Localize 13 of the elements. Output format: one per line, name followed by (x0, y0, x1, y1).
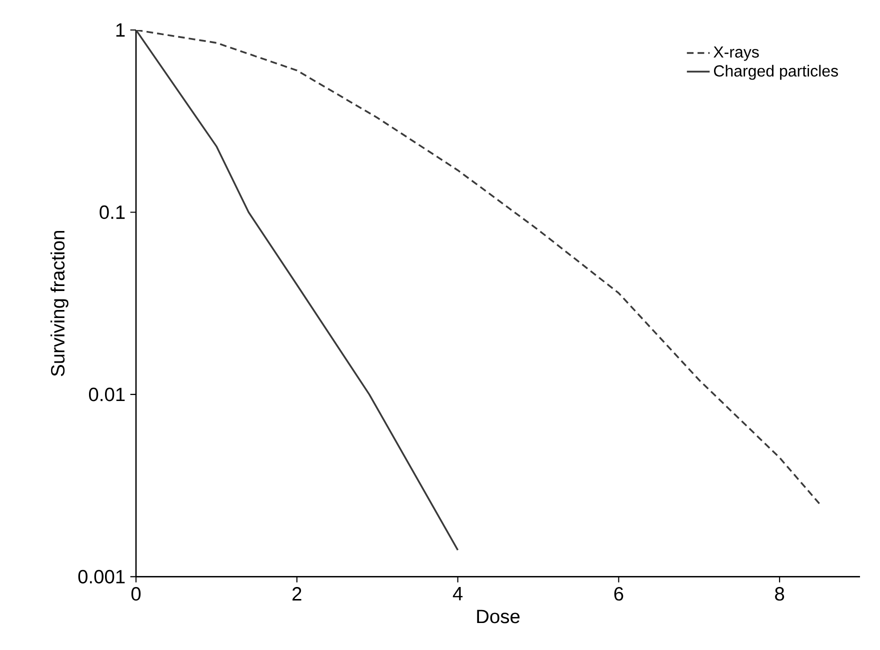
x-tick-label: 6 (614, 587, 624, 601)
y-tick-label: 1 (116, 23, 125, 37)
legend-label: Charged particles (714, 64, 838, 80)
y-tick-label: 0.001 (78, 570, 125, 584)
x-tick-label: 2 (292, 587, 302, 600)
x-axis-title: Dose (477, 610, 520, 624)
x-tick-label: 8 (775, 587, 784, 601)
y-tick-label: 0.1 (100, 205, 125, 220)
y-axis-title: Surviving fraction (50, 230, 68, 376)
x-tick-label: 0 (131, 587, 141, 601)
legend-label: X-rays (714, 46, 759, 61)
x-tick-label: 4 (452, 587, 463, 600)
y-tick-label: 0.01 (88, 388, 125, 402)
